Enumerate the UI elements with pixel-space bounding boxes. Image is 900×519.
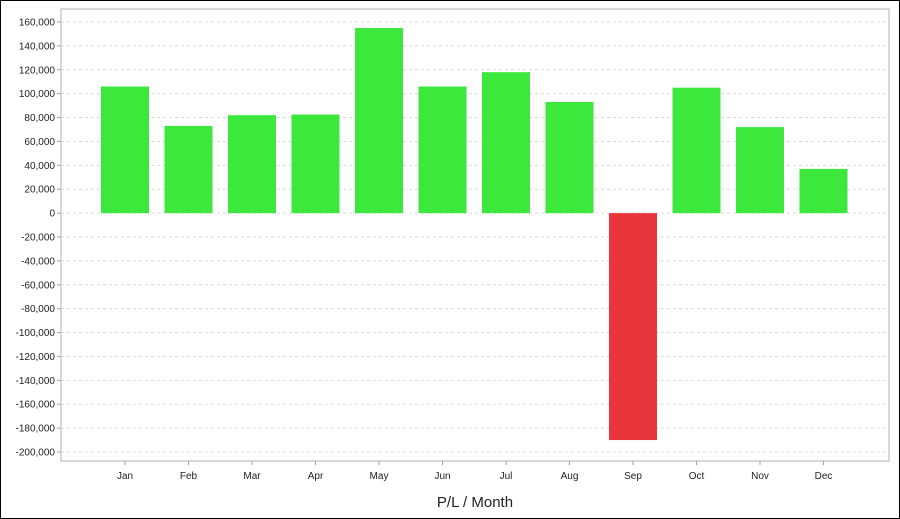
- bar-may: [355, 27, 403, 214]
- bar-jul: [482, 72, 530, 214]
- x-axis-label: P/L / Month: [437, 494, 513, 511]
- x-tick-label-sep: Sep: [624, 471, 642, 482]
- bar-sep: [609, 213, 657, 441]
- y-tick-label: 20,000: [24, 185, 55, 196]
- y-tick-label: -140,000: [16, 376, 56, 387]
- x-tick-label-aug: Aug: [561, 471, 579, 482]
- bar-aug: [545, 102, 594, 214]
- bar-mar: [228, 115, 276, 214]
- y-tick-label: -20,000: [21, 233, 55, 244]
- y-tick-label: -180,000: [16, 424, 56, 435]
- y-tick-label: 120,000: [19, 65, 56, 76]
- bar-feb: [164, 125, 213, 214]
- x-tick-label-jun: Jun: [434, 471, 450, 482]
- x-tick-label-apr: Apr: [308, 471, 324, 482]
- y-tick-label: 160,000: [19, 18, 56, 29]
- y-tick-label: 0: [49, 209, 55, 220]
- y-axis-ticks: 160,000 140,000 120,000 100,000 80,000 60,000…: [16, 18, 61, 459]
- bar-apr: [291, 114, 340, 214]
- y-tick-label: 40,000: [24, 161, 55, 172]
- y-tick-label: -60,000: [21, 280, 55, 291]
- x-axis-ticks: Jan Feb Mar Apr May Jun Jul Aug Sep Oct Nov Dec: [117, 461, 832, 482]
- x-tick-label-mar: Mar: [243, 471, 261, 482]
- bars: [101, 27, 848, 441]
- y-tick-label: -40,000: [21, 256, 55, 267]
- y-tick-label: -100,000: [16, 328, 56, 339]
- bar-nov: [736, 127, 784, 214]
- bar-jun: [418, 86, 467, 214]
- y-tick-label: 60,000: [24, 137, 55, 148]
- y-tick-label: -160,000: [16, 400, 56, 411]
- x-tick-label-jan: Jan: [117, 471, 133, 482]
- bar-oct: [672, 87, 721, 214]
- bar-jan: [101, 86, 149, 214]
- plot-area: [60, 8, 890, 462]
- x-tick-label-feb: Feb: [180, 471, 198, 482]
- y-tick-label: -120,000: [16, 352, 56, 363]
- x-tick-label-jul: Jul: [500, 471, 513, 482]
- y-tick-label: 100,000: [19, 89, 56, 100]
- x-tick-label-nov: Nov: [751, 471, 769, 482]
- y-tick-label: -200,000: [16, 448, 56, 459]
- x-tick-label-may: May: [370, 471, 389, 482]
- y-tick-label: 140,000: [19, 41, 56, 52]
- x-tick-label-oct: Oct: [689, 471, 705, 482]
- x-tick-label-dec: Dec: [815, 471, 833, 482]
- bar-dec: [799, 168, 848, 214]
- y-tick-label: -80,000: [21, 304, 55, 315]
- y-tick-label: 80,000: [24, 113, 55, 124]
